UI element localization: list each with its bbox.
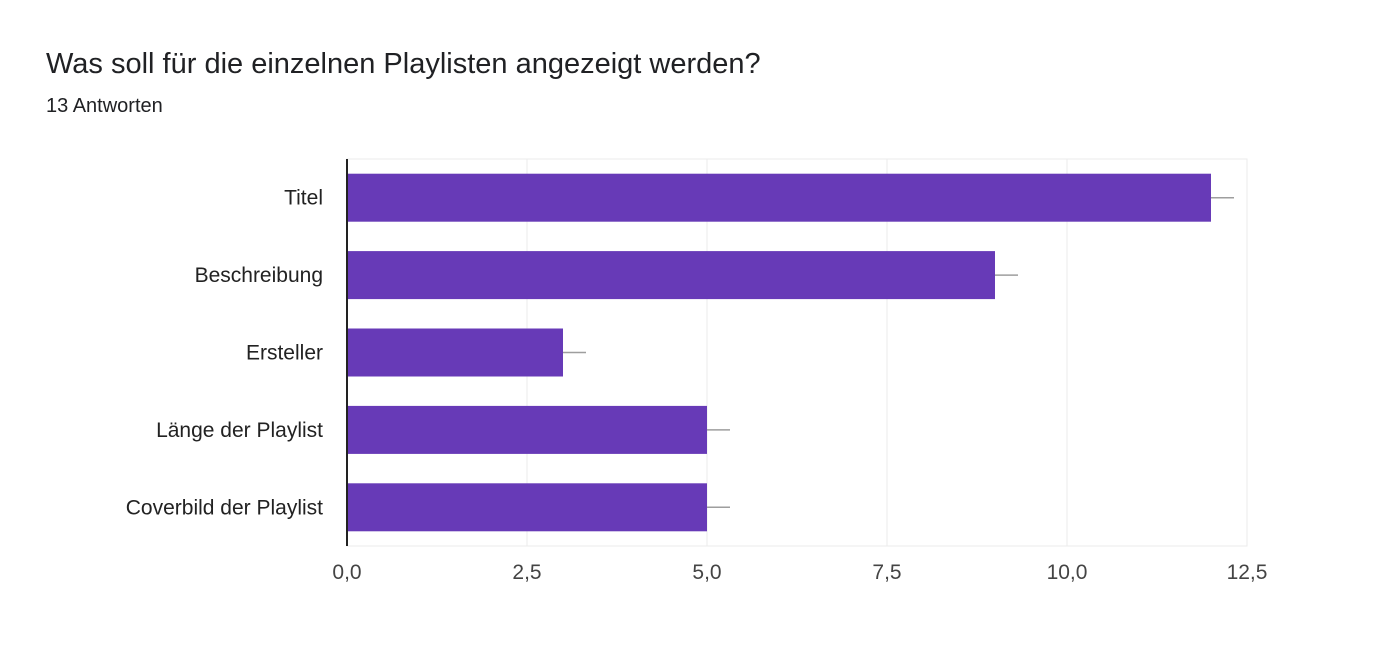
response-count: 13 Antworten xyxy=(46,95,163,117)
x-tick-label: 7,5 xyxy=(872,561,901,584)
x-tick-label: 10,0 xyxy=(1047,561,1088,584)
x-tick-label: 12,5 xyxy=(1227,561,1268,584)
bar xyxy=(347,173,1211,222)
category-label: Ersteller xyxy=(246,342,323,365)
category-labels: Titel Beschreibung Ersteller Länge der Play… xyxy=(126,187,323,520)
error-bars xyxy=(563,196,1234,509)
bar xyxy=(347,251,995,300)
x-tick-label: 2,5 xyxy=(512,561,541,584)
bar xyxy=(347,483,707,532)
bar xyxy=(347,405,707,454)
question-title: Was soll für die einzelnen Playlisten an… xyxy=(46,48,761,80)
x-tick-label: 5,0 xyxy=(692,561,721,584)
category-label: Länge der Playlist xyxy=(156,419,323,442)
category-label: Titel xyxy=(284,187,323,210)
x-axis-tick-labels: 0,0 2,5 5,0 7,5 10,0 12,5 xyxy=(332,561,1267,584)
x-tick-label: 0,0 xyxy=(332,561,361,584)
category-label: Beschreibung xyxy=(195,264,323,287)
category-label: Coverbild der Playlist xyxy=(126,496,323,519)
bars xyxy=(347,173,1211,532)
bar xyxy=(347,328,563,377)
